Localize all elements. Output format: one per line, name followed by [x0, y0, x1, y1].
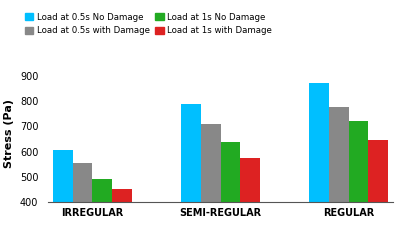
- Bar: [369, 140, 388, 235]
- Bar: [93, 179, 112, 235]
- Bar: [53, 150, 73, 235]
- Y-axis label: Stress (Pa): Stress (Pa): [4, 99, 14, 168]
- Bar: [112, 189, 132, 235]
- Bar: [201, 124, 221, 235]
- Bar: [329, 107, 348, 235]
- Bar: [221, 141, 240, 235]
- Bar: [73, 163, 93, 235]
- Bar: [348, 121, 369, 235]
- Bar: [309, 83, 329, 235]
- Bar: [240, 158, 260, 235]
- Bar: [181, 104, 201, 235]
- Legend: Load at 0.5s No Damage, Load at 0.5s with Damage, Load at 1s No Damage, Load at : Load at 0.5s No Damage, Load at 0.5s wit…: [25, 13, 272, 35]
